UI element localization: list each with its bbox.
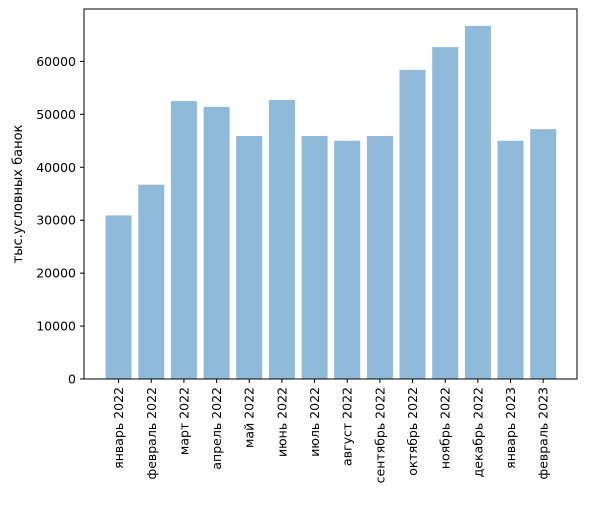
x-axis-ticks: январь 2022 февраль 2022 март 2022 апрель 2…: [111, 379, 551, 483]
y-tick-label: 20000: [36, 266, 76, 281]
bar-10: [399, 69, 426, 380]
x-tick-label: май 2022: [242, 387, 257, 448]
y-tick-label: 0: [68, 372, 76, 387]
y-tick-label: 40000: [36, 160, 76, 175]
y-tick-label: 30000: [36, 213, 76, 228]
bar-13: [497, 140, 524, 379]
y-axis-label: тыс.условных банок: [11, 124, 26, 263]
plot-frame: [83, 8, 578, 380]
bar-9: [366, 136, 393, 379]
bar-2: [138, 184, 165, 379]
x-tick-label: январь 2023: [503, 387, 518, 469]
x-tick-label: июнь 2022: [274, 387, 289, 457]
bar-6: [268, 100, 295, 379]
x-tick-label: октябрь 2022: [405, 387, 420, 476]
bar-1: [105, 215, 132, 379]
x-tick-label: август 2022: [340, 387, 355, 466]
bar-5: [236, 136, 263, 379]
x-tick-label: февраль 2022: [144, 387, 159, 479]
x-tick-label: февраль 2023: [536, 387, 551, 479]
bar-14: [530, 129, 557, 379]
bar-11: [432, 47, 459, 379]
y-tick-label: 60000: [36, 54, 76, 69]
y-axis-ticks: 0 10000 20000 30000 40000 50000 60000: [36, 54, 84, 387]
x-tick-label: июль 2022: [307, 387, 322, 457]
bar-8: [334, 140, 361, 379]
bars-group: [105, 25, 557, 380]
x-tick-label: ноябрь 2022: [438, 387, 453, 469]
y-tick-label: 10000: [36, 319, 76, 334]
y-tick-label: 50000: [36, 107, 76, 122]
bar-12: [464, 25, 491, 380]
x-tick-label: декабрь 2022: [470, 387, 485, 477]
bar-4: [203, 106, 230, 380]
x-tick-label: март 2022: [176, 387, 191, 455]
x-tick-label: апрель 2022: [209, 387, 224, 470]
x-tick-label: сентябрь 2022: [372, 387, 387, 483]
bar-7: [301, 136, 328, 379]
x-tick-label: январь 2022: [111, 387, 126, 469]
bar-3: [170, 101, 197, 379]
